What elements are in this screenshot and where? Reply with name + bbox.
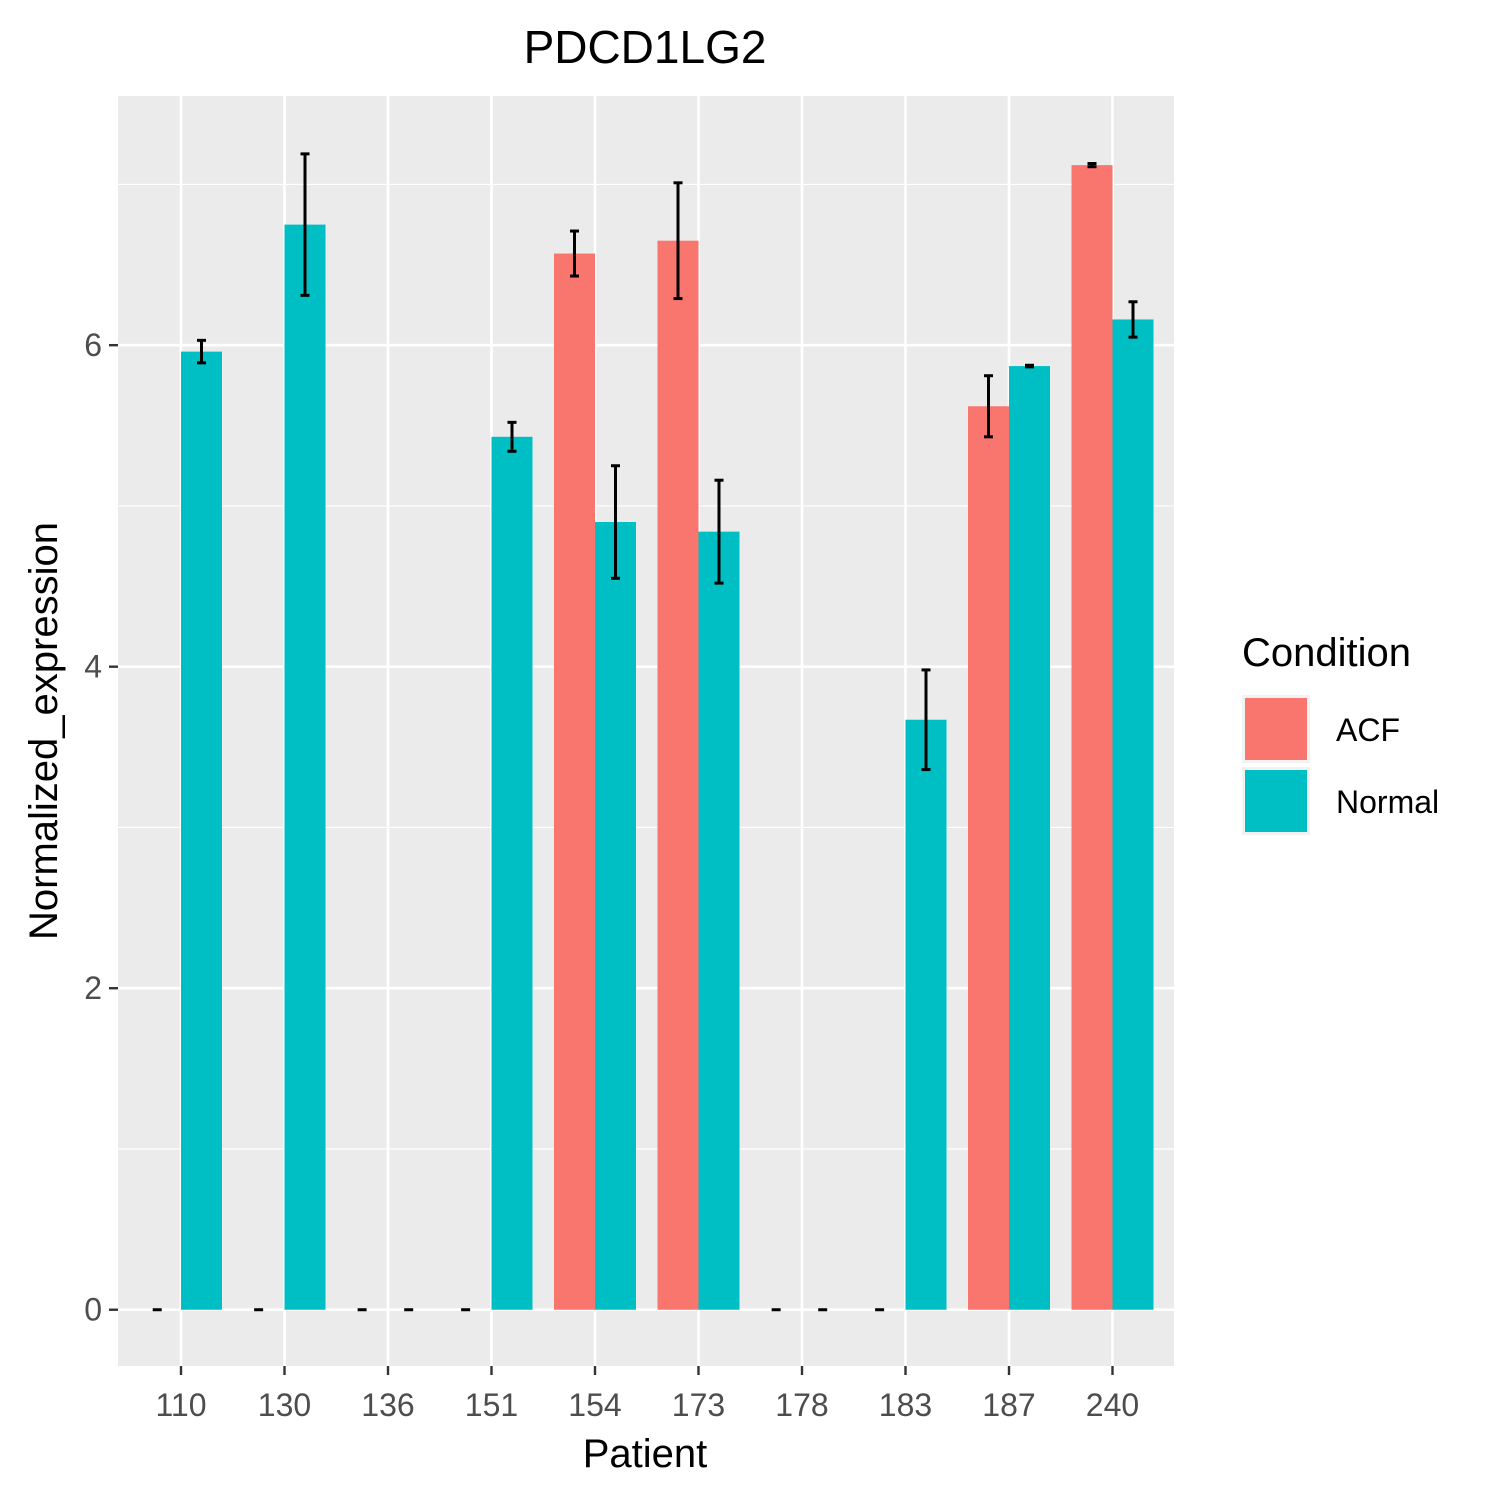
x-axis-title: Patient [583, 1432, 708, 1476]
bar-acf-240 [1071, 165, 1113, 1310]
y-tick-label: 0 [84, 1292, 102, 1328]
x-tick-label: 154 [568, 1387, 621, 1423]
x-tick-label: 178 [775, 1387, 828, 1423]
x-tick-label: 130 [258, 1387, 311, 1423]
legend-swatch-normal [1245, 770, 1307, 832]
x-tick-label: 151 [465, 1387, 518, 1423]
bar-normal-187 [1009, 366, 1050, 1310]
y-tick-label: 6 [84, 327, 102, 363]
y-axis: 0 2 4 6 [84, 327, 118, 1328]
y-tick-label: 4 [84, 649, 102, 685]
bar-normal-154 [595, 522, 636, 1310]
bar-normal-130 [284, 224, 326, 1310]
legend: Condition ACF Normal [1242, 631, 1439, 835]
x-tick-label: 173 [672, 1387, 725, 1423]
legend-title: Condition [1242, 631, 1411, 675]
bar-normal-173 [698, 531, 740, 1310]
legend-swatch-acf [1245, 698, 1307, 760]
bar-acf-187 [968, 406, 1009, 1310]
bars [181, 165, 1154, 1310]
bar-normal-110 [181, 351, 222, 1310]
x-tick-label: 183 [879, 1387, 932, 1423]
x-tick-label: 240 [1086, 1387, 1139, 1423]
bar-normal-183 [905, 719, 947, 1310]
bar-normal-151 [491, 436, 533, 1310]
x-tick-label: 110 [155, 1387, 206, 1423]
x-tick-label: 136 [361, 1387, 414, 1423]
x-axis: 110 130 136 151 154 173 178 183 187 240 [155, 1366, 1139, 1423]
y-tick-label: 2 [84, 970, 102, 1006]
bar-normal-240 [1112, 319, 1154, 1310]
x-tick-label: 187 [982, 1387, 1035, 1423]
chart-title: PDCD1LG2 [524, 21, 767, 73]
bar-acf-154 [554, 253, 595, 1310]
legend-label-normal: Normal [1336, 784, 1439, 820]
bar-acf-173 [657, 240, 699, 1310]
error-bars [152, 152, 1138, 1312]
y-axis-title: Normalized_expression [22, 522, 66, 940]
legend-label-acf: ACF [1336, 712, 1400, 748]
